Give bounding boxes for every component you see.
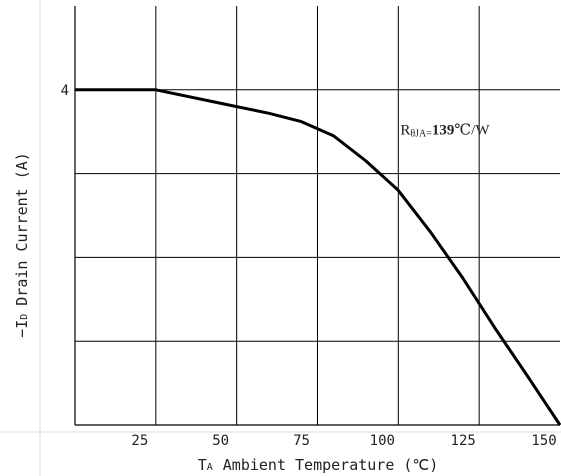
series-line [75, 88, 561, 426]
y-axis-label-symbol: −I [13, 320, 31, 338]
x-tick-label: 50 [212, 433, 229, 449]
annotation-value: 139 [432, 123, 455, 139]
x-tick-label: 125 [451, 433, 476, 449]
plot-frame [74, 6, 560, 426]
annotation-subscript: θJA= [410, 129, 432, 140]
x-axis-label-subscript: A [207, 462, 213, 473]
x-tick-labels: 25 50 75 100 125 150 [131, 433, 556, 449]
x-tick-label: 75 [293, 433, 310, 449]
x-axis-label-text: Ambient Temperature (℃) [223, 456, 439, 474]
x-axis-label-symbol: T [198, 456, 207, 474]
y-axis-label: −ID Drain Current (A) [13, 152, 31, 338]
x-tick-label: 150 [531, 433, 556, 449]
annotation-unit: ℃/W [454, 123, 490, 139]
annotation-thermal-resistance: RθJA=139℃/W [400, 123, 490, 140]
x-axis-label: TA Ambient Temperature (℃) [198, 456, 439, 474]
x-tick-label: 100 [370, 433, 395, 449]
annotation-symbol: R [400, 123, 410, 139]
y-tick-labels: 4 [61, 83, 69, 99]
x-tick-label: 25 [131, 433, 148, 449]
y-axis-label-text: Drain Current (A) [13, 152, 31, 306]
y-axis-label-subscript: D [19, 314, 30, 320]
y-tick-label: 4 [61, 83, 69, 99]
